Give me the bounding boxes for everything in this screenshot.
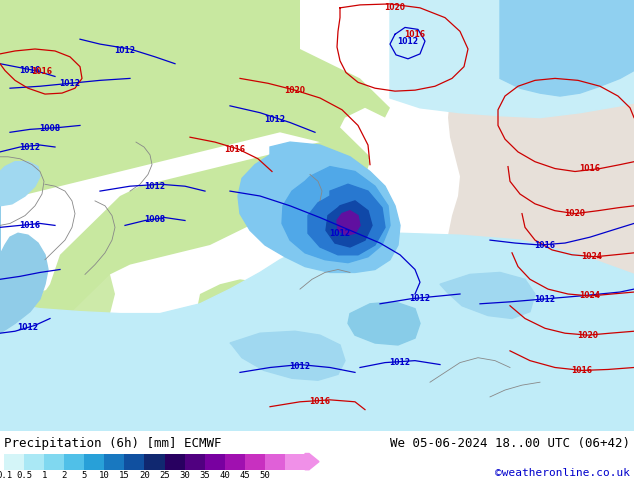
Text: 15: 15 — [119, 471, 130, 480]
Text: 1012: 1012 — [60, 79, 81, 88]
Text: 5: 5 — [82, 471, 87, 480]
Text: 0.5: 0.5 — [16, 471, 32, 480]
Text: 1: 1 — [41, 471, 47, 480]
Polygon shape — [198, 279, 280, 335]
Text: 1012: 1012 — [290, 362, 311, 371]
Polygon shape — [0, 260, 115, 431]
Text: 35: 35 — [199, 471, 210, 480]
Text: 1016: 1016 — [309, 397, 330, 406]
Text: 45: 45 — [240, 471, 250, 480]
Polygon shape — [0, 176, 634, 431]
Text: 30: 30 — [179, 471, 190, 480]
Polygon shape — [0, 196, 48, 333]
Bar — [84, 454, 105, 470]
Text: 1012: 1012 — [389, 358, 410, 367]
Polygon shape — [490, 361, 575, 387]
Text: 10: 10 — [99, 471, 110, 480]
Bar — [245, 454, 265, 470]
Bar — [205, 454, 224, 470]
Bar — [165, 454, 184, 470]
Polygon shape — [500, 0, 634, 96]
Text: 1016: 1016 — [224, 146, 245, 154]
Text: 1012: 1012 — [20, 143, 41, 151]
Text: 1012: 1012 — [18, 323, 39, 332]
Text: 1020: 1020 — [578, 331, 598, 340]
Bar — [265, 454, 285, 470]
Polygon shape — [390, 0, 634, 118]
Text: 1024: 1024 — [579, 292, 600, 300]
Text: 1020: 1020 — [285, 86, 306, 95]
Text: 0.1: 0.1 — [0, 471, 12, 480]
Text: 1016: 1016 — [534, 241, 555, 249]
Bar — [44, 454, 64, 470]
Bar — [64, 454, 84, 470]
Text: 1012: 1012 — [534, 295, 555, 304]
Polygon shape — [282, 167, 390, 263]
Polygon shape — [0, 0, 390, 201]
Polygon shape — [337, 211, 360, 235]
Polygon shape — [308, 184, 385, 255]
Polygon shape — [448, 0, 634, 289]
Text: 1016: 1016 — [20, 66, 41, 75]
Text: 1012: 1012 — [145, 182, 165, 191]
Polygon shape — [440, 272, 535, 318]
Bar — [24, 454, 44, 470]
Bar — [224, 454, 245, 470]
Text: 1016: 1016 — [579, 164, 600, 173]
Bar — [145, 454, 165, 470]
Text: ©weatheronline.co.uk: ©weatheronline.co.uk — [495, 468, 630, 478]
Text: 1012: 1012 — [398, 37, 418, 46]
Text: 1008: 1008 — [145, 215, 165, 224]
Polygon shape — [0, 162, 40, 206]
Text: 1012: 1012 — [264, 115, 285, 124]
Text: 2: 2 — [61, 471, 67, 480]
Polygon shape — [155, 390, 230, 407]
Polygon shape — [90, 358, 175, 390]
Polygon shape — [0, 142, 370, 431]
Polygon shape — [60, 333, 90, 431]
Text: 1012: 1012 — [330, 229, 351, 238]
Polygon shape — [326, 201, 372, 247]
Text: 25: 25 — [159, 471, 170, 480]
Bar — [184, 454, 205, 470]
Text: 1020: 1020 — [384, 3, 406, 12]
Polygon shape — [348, 302, 420, 345]
Polygon shape — [330, 162, 346, 181]
Text: 1012: 1012 — [115, 47, 136, 55]
Polygon shape — [230, 331, 345, 380]
Text: 50: 50 — [259, 471, 270, 480]
FancyArrow shape — [305, 454, 319, 470]
Bar — [4, 454, 24, 470]
Text: 1020: 1020 — [564, 209, 586, 218]
Text: 20: 20 — [139, 471, 150, 480]
Text: 1008: 1008 — [39, 124, 61, 133]
Text: 1012: 1012 — [410, 294, 430, 303]
Bar — [124, 454, 145, 470]
Bar — [285, 454, 305, 470]
Bar — [105, 454, 124, 470]
Text: 40: 40 — [219, 471, 230, 480]
Text: 1024: 1024 — [581, 252, 602, 261]
Polygon shape — [310, 225, 328, 253]
Text: 1016: 1016 — [404, 30, 425, 39]
Text: 1016: 1016 — [571, 366, 593, 375]
Text: We 05-06-2024 18..00 UTC (06+42): We 05-06-2024 18..00 UTC (06+42) — [390, 437, 630, 450]
Polygon shape — [238, 142, 400, 272]
Text: Precipitation (6h) [mm] ECMWF: Precipitation (6h) [mm] ECMWF — [4, 437, 221, 450]
Text: 1016: 1016 — [32, 67, 53, 76]
Text: 1016: 1016 — [20, 221, 41, 230]
